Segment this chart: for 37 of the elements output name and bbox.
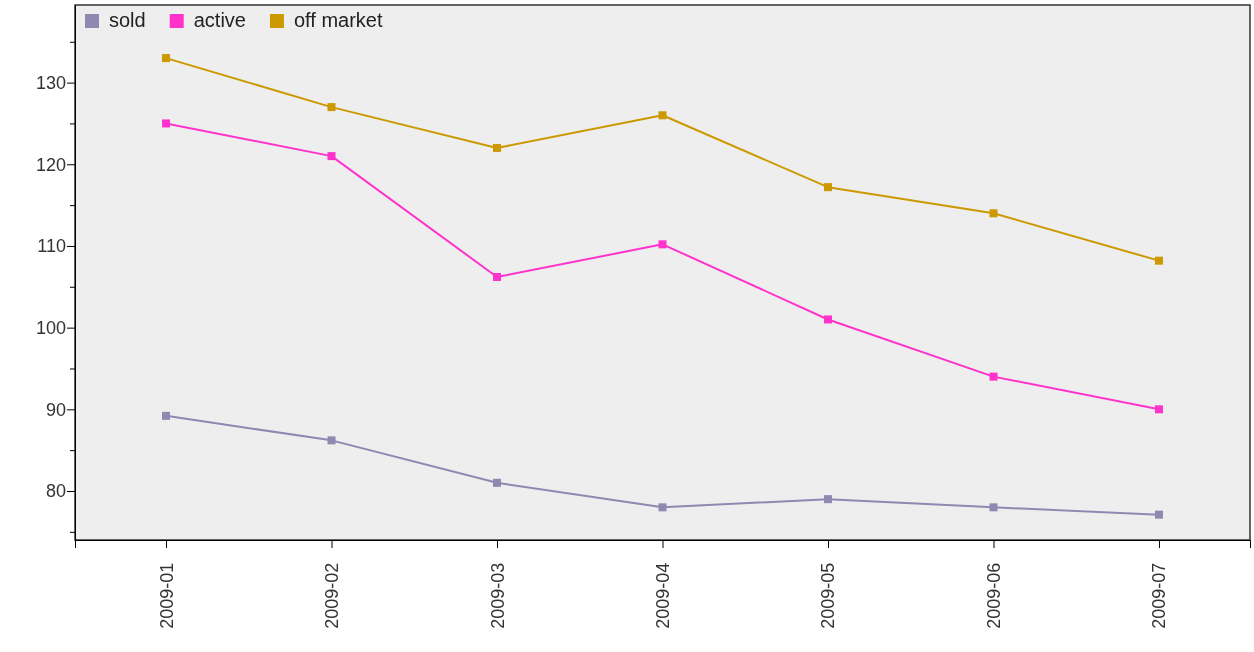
point <box>1154 405 1163 414</box>
point <box>327 103 336 112</box>
x-tick-label: 2009-04 <box>653 562 673 629</box>
point <box>989 209 998 218</box>
legend-label: off market <box>293 9 383 31</box>
point <box>658 240 667 249</box>
x-tick-label: 2009-07 <box>1149 562 1170 629</box>
point <box>989 503 998 512</box>
y-tick-label: 80 <box>45 481 66 502</box>
point <box>493 272 502 281</box>
y-tick-label: 100 <box>35 317 66 338</box>
x-tick-label: 2009-06 <box>983 562 1004 629</box>
point <box>327 436 336 445</box>
point <box>989 372 998 381</box>
point <box>823 315 832 324</box>
point <box>162 119 171 128</box>
y-tick-label: 120 <box>35 154 66 175</box>
point <box>493 478 502 487</box>
point <box>658 111 667 120</box>
x-tick-label: 2009-02 <box>322 562 343 629</box>
point <box>658 503 667 512</box>
point <box>1154 510 1163 519</box>
x-tick-label: 2009-05 <box>818 562 839 629</box>
point <box>823 495 832 504</box>
point <box>162 411 171 420</box>
point <box>162 54 171 63</box>
point <box>327 152 336 161</box>
y-tick-label: 130 <box>35 72 66 93</box>
point <box>493 143 502 152</box>
legend-label: sold <box>109 9 146 31</box>
point <box>1154 256 1163 265</box>
legend-label: active <box>193 9 246 31</box>
y-tick-label: 90 <box>45 399 66 420</box>
x-tick-label: 2009-01 <box>156 562 177 629</box>
x-tick-label: 2009-03 <box>487 562 508 629</box>
point <box>823 183 832 192</box>
y-tick-label: 110 <box>37 236 66 257</box>
